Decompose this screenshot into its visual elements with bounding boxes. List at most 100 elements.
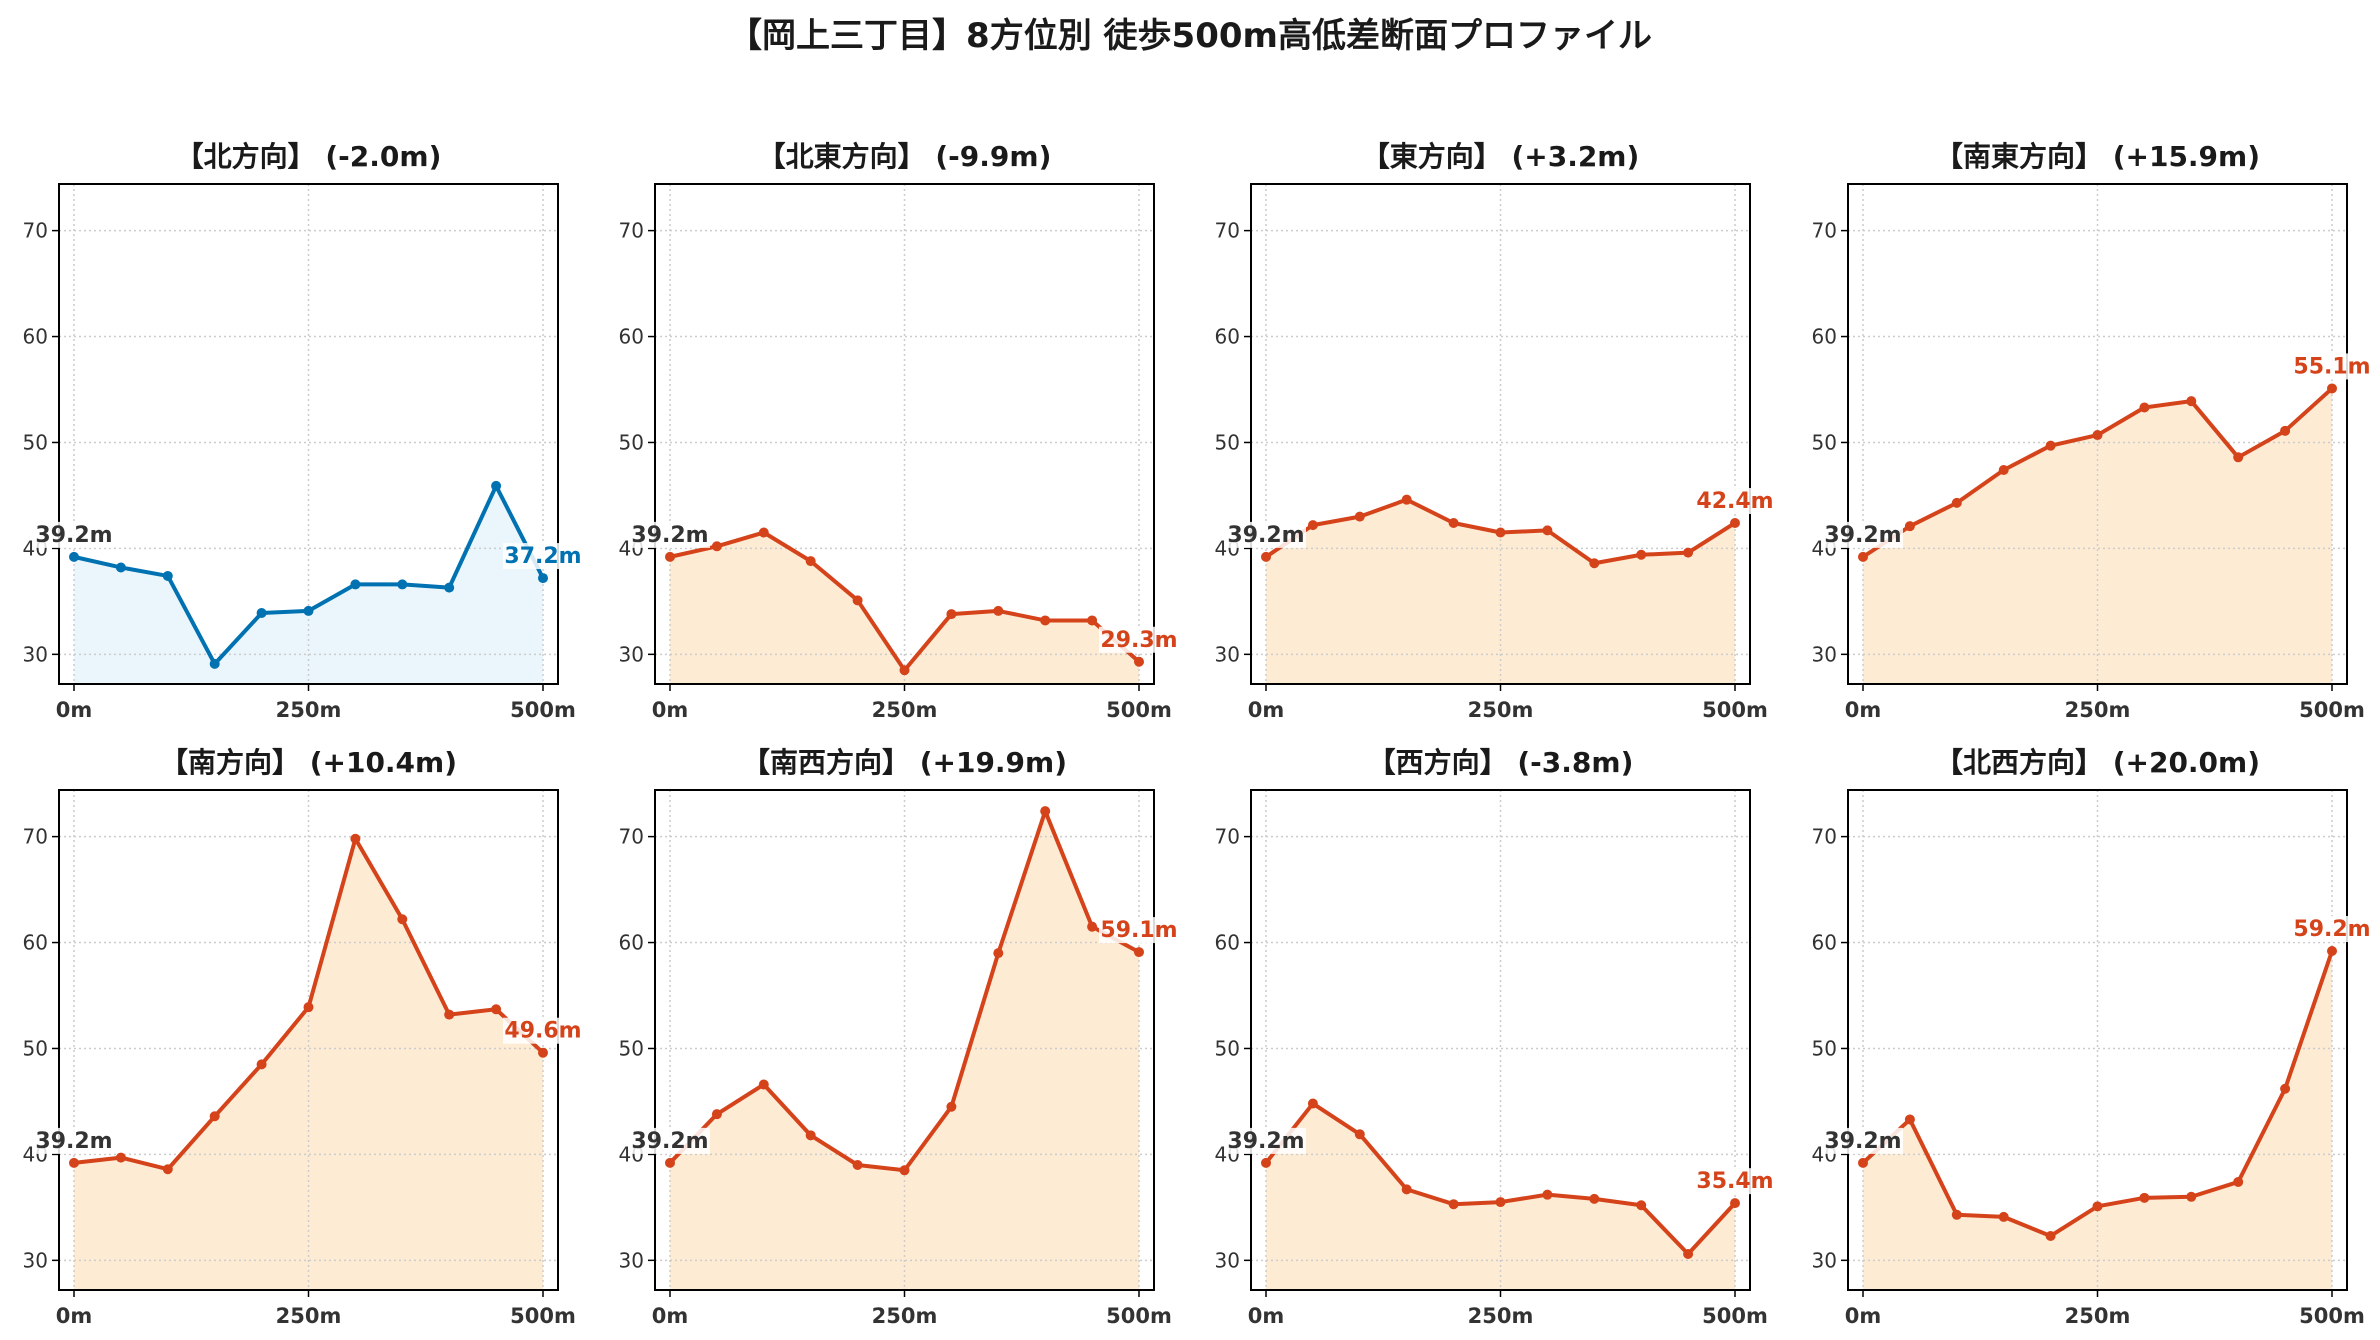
data-point xyxy=(1589,1193,1600,1204)
end-label-bg xyxy=(1099,917,1179,944)
data-point xyxy=(758,527,769,538)
data-point xyxy=(209,1111,220,1122)
data-point xyxy=(1542,1189,1553,1200)
data-point xyxy=(2233,1176,2244,1187)
data-point xyxy=(1858,551,1868,562)
y-tick-label: 30 xyxy=(1812,642,1837,666)
data-point xyxy=(2139,1192,2150,1203)
start-label-bg xyxy=(1823,521,1903,548)
end-label-bg xyxy=(1695,1168,1775,1195)
data-point xyxy=(1040,615,1051,626)
data-point xyxy=(1542,525,1553,536)
data-point xyxy=(2139,402,2150,413)
data-point xyxy=(491,1004,502,1015)
panel-title: 【東方向】 (+3.2m) xyxy=(1362,140,1640,173)
data-point xyxy=(2280,425,2291,436)
data-point xyxy=(1354,1129,1365,1140)
y-tick-label: 70 xyxy=(619,825,644,849)
data-point xyxy=(2327,946,2337,957)
data-point xyxy=(1730,517,1740,528)
data-point xyxy=(2045,1230,2056,1241)
data-point xyxy=(2280,1083,2291,1094)
data-point xyxy=(1307,520,1318,531)
end-elevation-label: 37.2m xyxy=(504,544,581,569)
y-tick-label: 50 xyxy=(1215,430,1240,454)
data-point xyxy=(805,1130,816,1141)
data-point xyxy=(538,1047,548,1058)
data-point xyxy=(209,658,220,669)
y-tick-label: 70 xyxy=(1215,825,1240,849)
data-point xyxy=(1683,1248,1694,1259)
y-tick-label: 30 xyxy=(1812,1248,1837,1272)
x-tick-label: 500m xyxy=(1702,698,1768,722)
data-point xyxy=(946,609,957,620)
elevation-area xyxy=(1863,388,2332,684)
data-point xyxy=(899,1165,910,1176)
end-elevation-label: 42.4m xyxy=(1696,489,1773,514)
data-point xyxy=(665,551,675,562)
data-point xyxy=(397,914,408,925)
start-elevation-label: 39.2m xyxy=(1824,523,1901,548)
y-tick-label: 70 xyxy=(619,219,644,243)
data-point xyxy=(162,1164,173,1175)
end-elevation-label: 59.1m xyxy=(1100,918,1177,943)
data-point xyxy=(69,1157,79,1168)
data-point xyxy=(1354,511,1365,522)
end-label-bg xyxy=(503,1017,583,1044)
data-point xyxy=(256,1059,267,1070)
y-tick-label: 70 xyxy=(23,825,48,849)
data-point xyxy=(350,579,361,590)
data-point xyxy=(1087,921,1098,932)
x-tick-label: 500m xyxy=(510,698,576,722)
y-tick-label: 30 xyxy=(23,1248,48,1272)
end-label-bg xyxy=(2292,916,2372,943)
data-point xyxy=(2233,452,2244,463)
elevation-area xyxy=(1266,1103,1735,1290)
x-tick-label: 250m xyxy=(276,698,342,722)
x-tick-label: 500m xyxy=(1106,698,1172,722)
data-point xyxy=(1134,656,1144,667)
x-tick-label: 0m xyxy=(1845,1304,1882,1328)
end-elevation-label: 59.2m xyxy=(2293,917,2370,942)
data-point xyxy=(758,1079,769,1090)
start-label-bg xyxy=(1226,1127,1306,1154)
data-point xyxy=(397,579,408,590)
start-elevation-label: 39.2m xyxy=(631,523,708,548)
x-tick-label: 500m xyxy=(2299,698,2365,722)
data-point xyxy=(899,665,910,676)
y-tick-label: 60 xyxy=(23,325,48,349)
data-point xyxy=(1683,547,1694,558)
data-point xyxy=(1040,806,1051,817)
start-label-bg xyxy=(630,521,710,548)
y-tick-label: 50 xyxy=(1215,1036,1240,1060)
end-elevation-label: 55.1m xyxy=(2293,354,2370,379)
y-tick-label: 70 xyxy=(23,219,48,243)
data-point xyxy=(1134,947,1144,958)
end-elevation-label: 29.3m xyxy=(1100,628,1177,653)
start-elevation-label: 39.2m xyxy=(1227,523,1304,548)
panel-title: 【南東方向】 (+15.9m) xyxy=(1935,140,2260,173)
data-point xyxy=(993,605,1004,616)
data-point xyxy=(1401,494,1412,505)
end-label-bg xyxy=(1695,487,1775,514)
x-tick-label: 250m xyxy=(872,1304,938,1328)
end-elevation-label: 49.6m xyxy=(504,1019,581,1044)
panel-title: 【西方向】 (-3.8m) xyxy=(1368,746,1634,779)
elevation-area xyxy=(74,838,543,1290)
data-point xyxy=(1401,1184,1412,1195)
y-tick-label: 60 xyxy=(1812,931,1837,955)
y-tick-label: 30 xyxy=(23,642,48,666)
start-elevation-label: 39.2m xyxy=(35,1129,112,1154)
start-label-bg xyxy=(34,1127,114,1154)
data-point xyxy=(1495,527,1506,538)
y-tick-label: 50 xyxy=(1812,1036,1837,1060)
data-point xyxy=(303,605,314,616)
x-tick-label: 0m xyxy=(1248,1304,1285,1328)
y-tick-label: 30 xyxy=(1215,642,1240,666)
y-tick-label: 30 xyxy=(619,642,644,666)
